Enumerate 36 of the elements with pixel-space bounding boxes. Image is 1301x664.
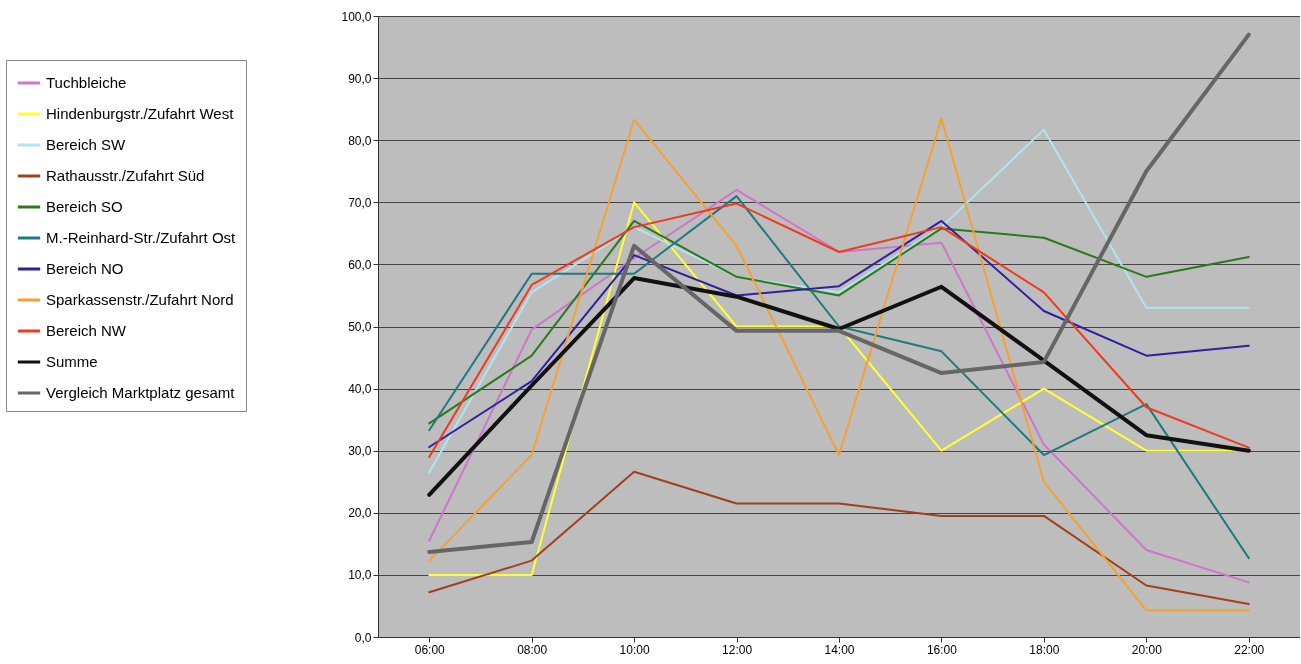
legend-label: Bereich NO (46, 260, 124, 277)
legend-label: Vergleich Marktplatz gesamt (46, 384, 236, 401)
legend-label: Summe (46, 353, 98, 370)
x-tick-label: 06:00 (414, 642, 446, 657)
x-tick-label: 12:00 (722, 642, 753, 657)
x-tick-label: 22:00 (1234, 642, 1265, 657)
y-tick-label: 40,0 (348, 382, 372, 397)
y-tick-label: 100,0 (341, 9, 372, 24)
x-tick-label: 18:00 (1029, 642, 1060, 657)
y-tick-label: 60,0 (348, 257, 372, 272)
y-tick-label: 70,0 (348, 195, 372, 210)
y-tick-label: 50,0 (348, 320, 372, 334)
y-tick-label: 20,0 (348, 506, 372, 521)
legend-label: Hindenburgstr./Zufahrt West (46, 105, 235, 122)
line-series (427, 32, 1251, 554)
y-tick-label: 10,0 (348, 568, 372, 583)
y-tick-label: 30,0 (348, 444, 372, 459)
legend-label: Bereich SO (46, 198, 123, 215)
y-tick-label: 90,0 (348, 71, 372, 86)
legend-label: Rathausstr./Zufahrt Süd (46, 167, 205, 184)
line-series (428, 117, 1250, 612)
legend-label: Sparkassenstr./Zufahrt Nord (46, 291, 234, 308)
legend-label: Bereich NW (46, 322, 127, 339)
line-series (427, 276, 1251, 497)
legend-label: Bereich SW (46, 136, 127, 153)
line-series (428, 470, 1250, 606)
x-tick-label: 20:00 (1131, 642, 1163, 657)
x-tick-label: 14:00 (824, 642, 855, 657)
legend-label: M.-Reinhard-Str./Zufahrt Ost (46, 229, 237, 246)
line-series (428, 128, 1250, 474)
x-tick-label: 10:00 (619, 642, 650, 657)
y-tick-label: 0,0 (354, 630, 372, 645)
x-tick-label: 08:00 (517, 642, 548, 657)
x-tick-label: 16:00 (926, 642, 958, 657)
y-tick-label: 80,0 (348, 133, 372, 148)
legend-label: Tuchbleiche (46, 74, 127, 91)
